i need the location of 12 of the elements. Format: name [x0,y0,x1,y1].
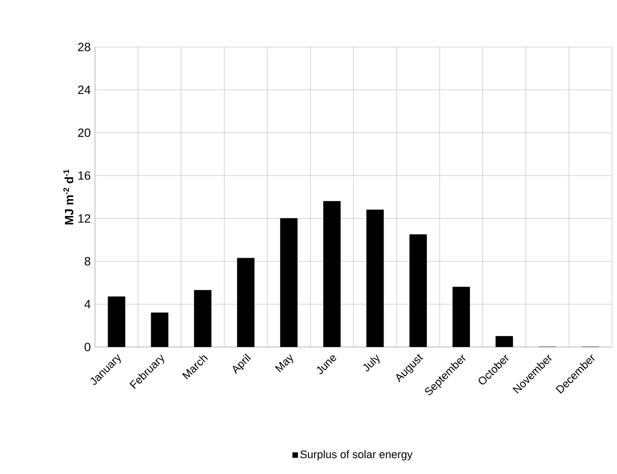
y-tick-label: 28 [78,42,90,52]
y-tick-label: 16 [78,171,90,180]
x-tick-label: July [363,354,380,372]
y-tick-label: 8 [84,257,90,266]
x-tick-label: May [274,354,294,372]
y-axis-title: MJ m$^{-2}$ d$^{-1}$ [63,170,74,224]
y-tick-label: 24 [78,86,90,94]
y-tick-label: 12 [78,214,90,223]
y-tick-label: 20 [78,128,90,137]
y-tick-label: 0 [84,342,90,352]
legend-label: Surplus of solar energy [300,450,413,460]
y-tick-label: 4 [84,300,90,308]
